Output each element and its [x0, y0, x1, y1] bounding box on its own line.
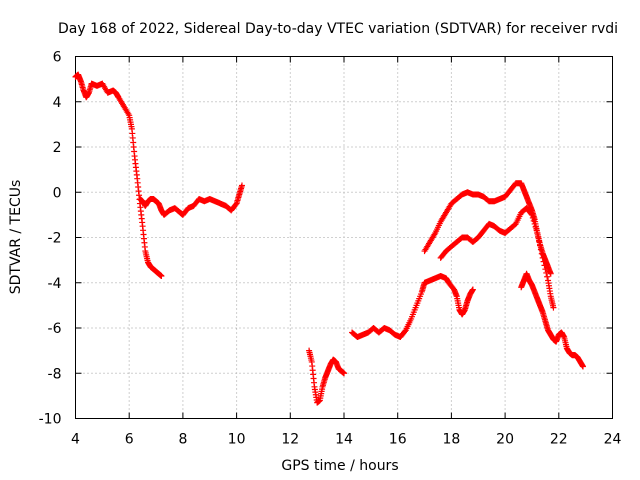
data-point	[539, 254, 546, 261]
data-point	[531, 220, 538, 227]
data-point	[537, 242, 544, 249]
data-point	[537, 246, 544, 253]
series-arc-1	[72, 71, 165, 279]
data-point	[341, 370, 347, 377]
x-tick-label: 12	[281, 432, 299, 448]
y-tick-label: -2	[48, 231, 62, 247]
x-tick-label: 14	[335, 432, 353, 448]
data-point	[158, 272, 165, 279]
x-tick-label: 16	[389, 432, 407, 448]
data-point	[579, 363, 586, 370]
data-point	[530, 217, 537, 224]
grid	[75, 56, 613, 419]
data-points	[72, 71, 586, 406]
series-arc-6	[437, 205, 557, 311]
data-point	[534, 229, 541, 236]
data-point	[544, 273, 551, 280]
y-tick-label: -4	[48, 276, 62, 292]
series-arc-4	[349, 272, 476, 341]
data-point	[550, 304, 557, 311]
data-point	[238, 182, 245, 189]
x-tick-label: 24	[604, 432, 622, 448]
data-point	[232, 201, 239, 208]
data-point	[401, 328, 408, 335]
data-point	[535, 234, 542, 241]
x-tick-label: 4	[71, 432, 80, 448]
y-tick-label: 0	[53, 185, 62, 201]
x-tick-label: 20	[496, 432, 514, 448]
x-tick-label: 10	[228, 432, 246, 448]
x-tick-label: 22	[550, 432, 568, 448]
y-tick-label: 6	[53, 50, 62, 66]
data-point	[543, 269, 550, 276]
y-tick-label: 2	[53, 140, 62, 156]
series-arc-3	[306, 347, 347, 406]
data-point	[528, 211, 535, 218]
data-point	[542, 266, 549, 273]
data-point	[538, 250, 545, 257]
series-arc-2	[136, 182, 245, 218]
y-tick-label: -6	[48, 321, 62, 337]
data-point	[528, 210, 535, 217]
y-tick-label: -10	[39, 412, 62, 428]
y-tick-label: -8	[48, 366, 62, 382]
data-point	[532, 223, 539, 230]
x-tick-label: 6	[125, 432, 134, 448]
data-point	[547, 270, 554, 277]
data-point	[533, 226, 540, 233]
y-tick-label: 4	[53, 95, 62, 111]
x-axis-title: GPS time / hours	[281, 458, 398, 474]
series-arc-7	[518, 270, 586, 370]
data-point	[469, 286, 476, 293]
data-point	[536, 238, 543, 245]
data-point	[529, 214, 536, 221]
chart-title: Day 168 of 2022, Sidereal Day-to-day VTE…	[58, 21, 618, 37]
data-point	[541, 262, 548, 269]
y-axis-title: SDTVAR / TECUs	[8, 180, 24, 295]
x-tick-label: 8	[178, 432, 187, 448]
x-tick-label: 18	[442, 432, 460, 448]
data-point	[540, 258, 547, 265]
